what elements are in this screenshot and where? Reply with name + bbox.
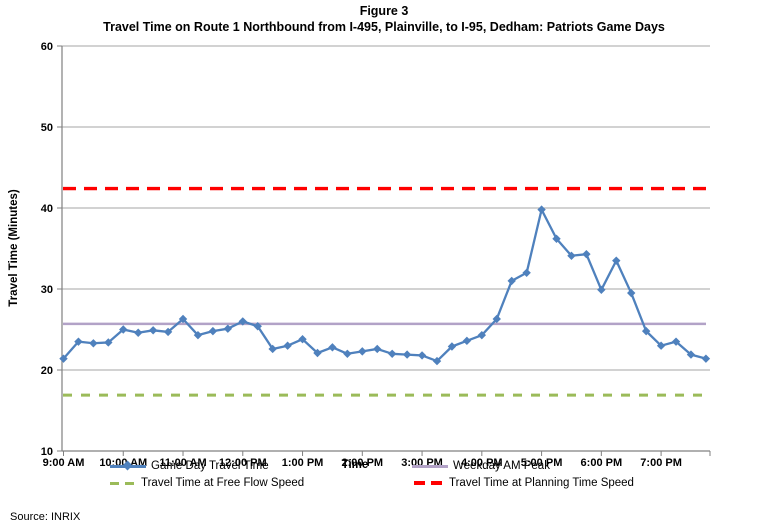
marker-diamond [552,234,561,243]
x-tick-label: 5:00 PM [521,457,563,469]
marker-diamond [507,276,516,286]
marker-diamond [671,337,681,346]
x-tick-label: 4:00 PM [461,457,503,469]
marker-diamond [686,350,696,359]
x-tick-label: 12:00 PM [219,457,267,469]
marker-diamond [193,330,203,340]
marker-diamond [477,330,487,340]
marker-diamond [612,256,621,265]
marker-diamond [238,317,247,326]
marker-diamond [343,349,352,358]
marker-diamond [537,205,546,214]
marker-diamond [74,337,83,346]
y-tick-label: 10 [41,446,53,458]
x-tick-label: 9:00 AM [43,457,85,469]
marker-diamond [148,326,158,335]
legend-item-free-flow: Travel Time at Free Flow Speed [110,476,304,490]
y-axis-title: Travel Time (Minutes) [8,189,20,307]
marker-diamond [373,344,382,354]
x-tick-label: 7:00 PM [640,457,682,469]
x-tick-label: 6:00 PM [581,457,623,469]
y-tick-label: 60 [41,41,53,53]
legend-label-free-flow: Travel Time at Free Flow Speed [141,477,305,489]
source-note: Source: INRIX [10,511,81,523]
marker-diamond [119,325,128,334]
marker-diamond [656,341,666,350]
marker-diamond [268,344,277,354]
legend-marker-free-flow-icon [110,481,134,485]
marker-diamond [223,324,233,333]
legend-item-game-day: Game Day Travel Time [110,459,269,473]
legend-label-weekday-am-peak: Weekday AM Peak [453,460,550,472]
marker-diamond [313,348,322,358]
marker-diamond [582,249,591,259]
marker-diamond [627,288,636,298]
marker-diamond [462,336,472,346]
legend-marker-game-day-icon [110,460,146,471]
legend-label-game-day: Game Day Travel Time [151,460,269,472]
legend-item-planning-time: Travel Time at Planning Time Speed [414,476,634,490]
y-tick-label: 40 [41,203,53,215]
y-tick-label: 30 [41,284,53,296]
marker-diamond [567,251,576,260]
marker-diamond [522,268,531,277]
legend-item-weekday-am-peak: Weekday AM Peak [412,459,550,473]
figure-number: Figure 3 [359,4,409,18]
marker-diamond [701,354,711,363]
marker-diamond [417,351,427,360]
x-tick-label: 2:00 PM [342,457,384,469]
x-tick-label: 1:00 PM [282,457,324,469]
marker-diamond [178,314,188,324]
marker-diamond [253,322,262,331]
x-tick-label: 11:00 AM [159,457,206,469]
y-tick-label: 20 [41,365,53,377]
x-axis-title: Time [341,459,369,471]
marker-diamond [208,326,218,336]
marker-diamond [328,343,337,352]
marker-diamond [447,342,457,351]
figure-title: Travel Time on Route 1 Northbound from I… [103,20,665,34]
marker-diamond [432,356,442,366]
marker-diamond [641,326,651,336]
marker-diamond [597,285,606,295]
marker-diamond [283,341,292,350]
marker-diamond [89,339,98,348]
series-line-game-day [62,208,708,363]
marker-diamond [104,338,113,347]
marker-diamond [358,347,367,356]
marker-diamond [134,328,143,337]
marker-diamond [387,349,397,358]
marker-diamond [402,350,412,359]
marker-diamond [298,335,307,344]
y-tick-label: 50 [41,122,53,134]
legend-label-planning-time: Travel Time at Planning Time Speed [449,477,634,489]
marker-diamond [492,314,501,324]
marker-diamond [163,327,173,337]
legend-marker-planning-time-icon [414,481,442,485]
legend-marker-weekday-am-peak-icon [412,461,448,471]
marker-diamond [59,354,68,363]
